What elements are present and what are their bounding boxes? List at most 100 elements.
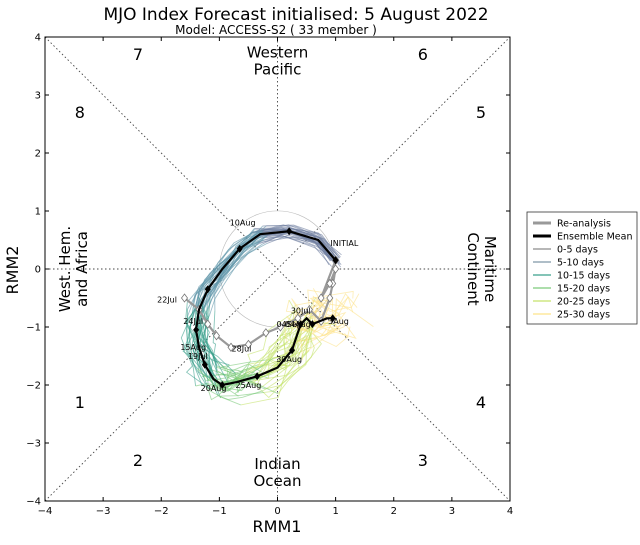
ensemble-member-line [196, 235, 268, 308]
y-tick-label: 3 [35, 91, 41, 102]
y-tick-label: 1 [35, 207, 41, 218]
y-tick-label: 2 [35, 149, 41, 160]
ensemble-member-line [201, 363, 248, 393]
ensemble-member-line [186, 309, 208, 387]
ensemble-member-line [297, 322, 323, 347]
region-label-line: Pacific [254, 60, 302, 78]
reanalysis-point [326, 293, 334, 303]
phase-label: 8 [75, 103, 85, 122]
ensemble-member-line [180, 311, 211, 390]
date-label: 20Aug [201, 384, 227, 393]
date-label: INITIAL [330, 239, 358, 248]
date-label: 22Jul [157, 296, 177, 305]
x-tick-label: 3 [449, 506, 455, 517]
region-label-line: Western [247, 43, 309, 61]
ensemble-member-line [198, 313, 236, 374]
region-label: Indian Ocean [254, 455, 302, 490]
ensemble-mean-point [219, 381, 226, 389]
x-tick-label: −1 [212, 506, 227, 517]
date-label: 30Aug [276, 355, 302, 364]
y-axis-label: RMM2 [3, 246, 22, 295]
date-label: 10Aug [230, 219, 256, 228]
reanalysis-point [227, 342, 235, 352]
region-label-line: Ocean [254, 472, 302, 490]
reanalysis-point [181, 293, 188, 303]
date-label: 28Jul [232, 344, 252, 353]
region-label-line: West. Hem. [56, 226, 74, 312]
ensemble-mean-point [254, 372, 261, 381]
reanalysis-point [317, 293, 325, 303]
x-tick-label: −4 [38, 506, 53, 517]
reanalysis-point [262, 328, 270, 338]
ensemble-member-line [261, 322, 318, 379]
phase-label: 6 [418, 45, 428, 64]
ensemble-mean-point [236, 244, 243, 253]
date-label: 25Aug [236, 381, 262, 390]
ensemble-mean-point [297, 320, 304, 329]
ensemble-mean-point [286, 227, 293, 236]
region-label: Western Pacific [247, 43, 309, 78]
phase-label: 2 [133, 451, 143, 470]
ensemble-member-line [202, 373, 239, 381]
ensemble-member-line [214, 373, 256, 389]
ensemble-member-line [237, 331, 292, 381]
legend-label: 20-25 days [557, 297, 610, 308]
x-tick-label: −2 [154, 506, 169, 517]
ensemble-member-line [306, 293, 360, 319]
ensemble-member-line [247, 308, 300, 362]
reanalysis-point [326, 278, 334, 289]
x-axis-label: RMM1 [253, 517, 302, 536]
legend-label: 15-20 days [557, 284, 610, 295]
y-tick-label: −3 [26, 439, 41, 450]
ensemble-mean-point [204, 285, 211, 294]
ensemble-member-line [200, 302, 230, 366]
region-label: MaritimeContinent [464, 232, 499, 305]
x-tick-label: 0 [274, 506, 280, 517]
ensemble-mean-point [289, 346, 296, 355]
legend-label: Ensemble Mean [557, 232, 633, 243]
date-label: 04Sep [276, 320, 301, 329]
ensemble-member-line [256, 235, 332, 267]
ensemble-member-line [262, 333, 322, 392]
phase-label: 1 [75, 393, 85, 412]
y-tick-label: −4 [26, 497, 41, 508]
y-tick-label: 0 [35, 265, 41, 276]
ensemble-member-line [247, 320, 292, 365]
reanalysis-point [244, 339, 252, 350]
legend: Re-analysis Ensemble Mean 0-5 days 5-10 day… [526, 211, 638, 325]
y-tick-label: 4 [35, 33, 41, 44]
ensemble-mean-point [201, 360, 208, 369]
x-tick-label: −3 [96, 506, 111, 517]
ensemble-member-line [295, 296, 349, 315]
legend-label: 25-30 days [557, 310, 610, 321]
legend-label: Re-analysis [557, 219, 611, 230]
date-label: 3Aug [328, 317, 349, 326]
reanalysis-point [305, 304, 313, 315]
ensemble-member-line [309, 290, 354, 312]
region-label-line: and Africa [73, 231, 91, 307]
phase-label: 4 [476, 393, 486, 412]
ensemble-member-line [304, 324, 349, 338]
ensemble-mean-point [332, 256, 339, 265]
ensemble-member-line [197, 314, 215, 380]
date-label: 30Jul [291, 307, 311, 316]
date-label: 24Jul [183, 317, 203, 326]
ensemble-member-line [313, 326, 351, 348]
x-tick-label: 2 [391, 506, 397, 517]
ensemble-mean-point [329, 314, 336, 323]
legend-box [526, 211, 638, 325]
ensemble-mean-point [193, 325, 200, 334]
legend-label: 10-15 days [557, 271, 610, 282]
ensemble-member-line [314, 322, 346, 338]
plot-area: −4−4 −3 −3 −2 −2 −1 −1 0 0 1 1 2 2 3 3 4 4 1 2 3 4 5 6 7 8 Wester… [26, 33, 513, 518]
region-label-line: Maritime [481, 236, 499, 302]
ensemble-member-line [226, 364, 259, 384]
legend-label: 0-5 days [557, 245, 598, 256]
ensemble-member-line [262, 228, 341, 259]
region-label-line: Indian [254, 455, 300, 473]
ensemble-member-line [255, 234, 335, 261]
ensemble-member-line [201, 243, 268, 322]
ensemble-member-line [285, 321, 328, 329]
